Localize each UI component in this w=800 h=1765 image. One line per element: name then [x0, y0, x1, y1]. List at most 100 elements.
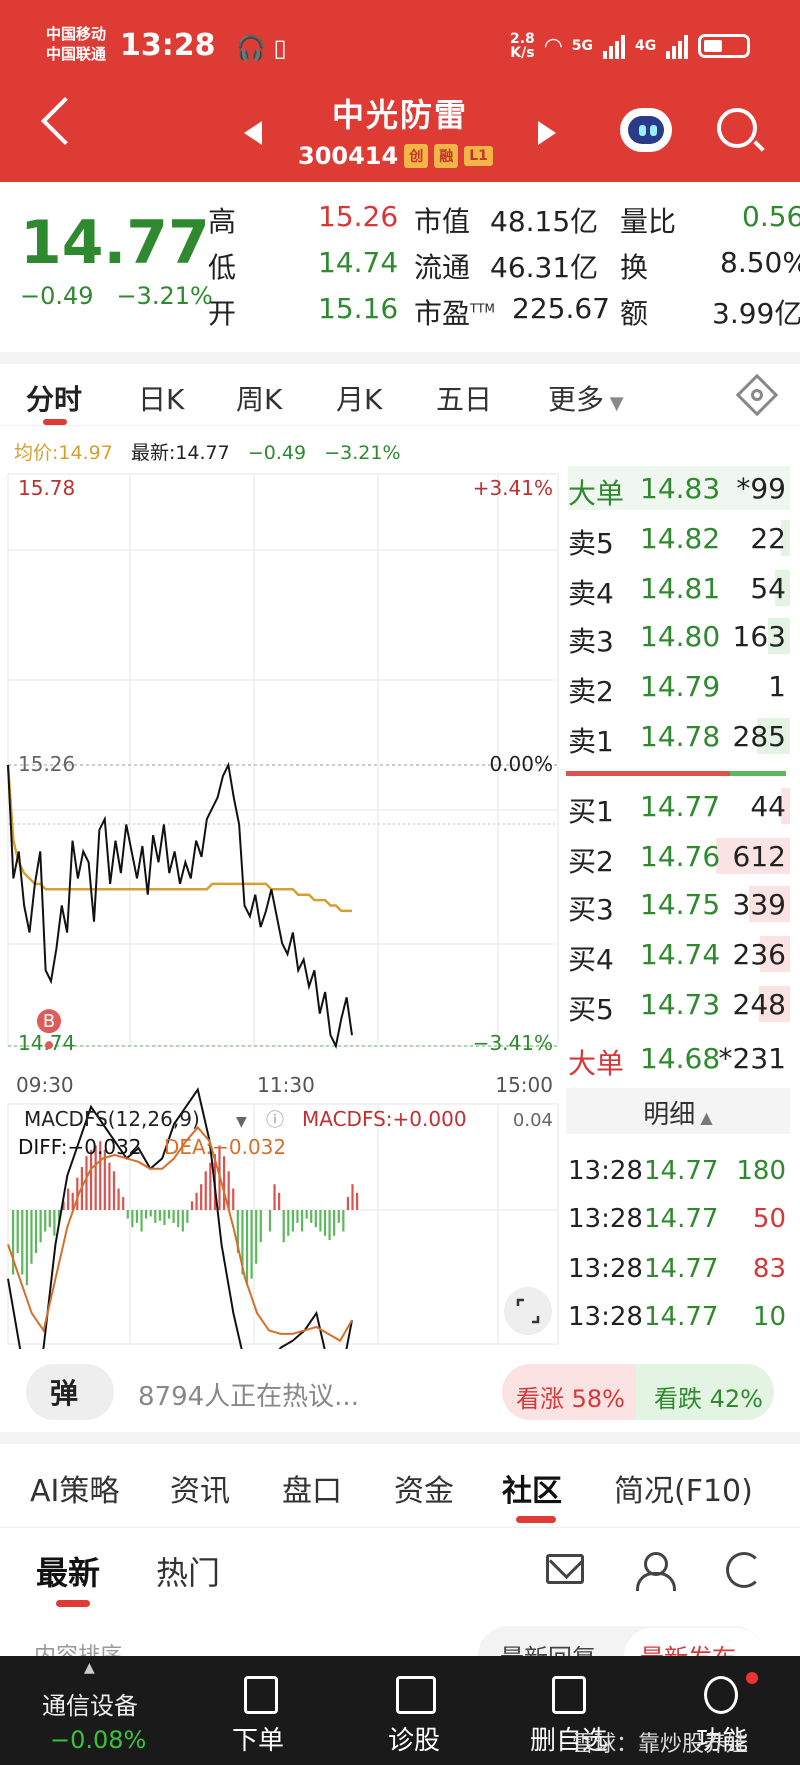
- ask-row[interactable]: 卖1 14.78 285: [568, 714, 790, 758]
- diff-line: [7, 1087, 353, 1349]
- vote-up-button[interactable]: 看涨 58%: [502, 1364, 636, 1420]
- ask-row[interactable]: 卖3 14.80 163: [568, 614, 790, 658]
- tab-news[interactable]: 资讯: [170, 1474, 230, 1509]
- diagnose-button[interactable]: 诊股: [388, 1726, 441, 1756]
- macd-dropdown-icon[interactable]: ▼: [236, 1114, 247, 1130]
- tab-latest[interactable]: 最新: [36, 1554, 101, 1592]
- status-icons: 2.8 K/s ◠ 5G 4G: [510, 28, 751, 64]
- stock-name: 中光防雷: [331, 96, 468, 134]
- bid-row[interactable]: 买3 14.75 339: [568, 882, 790, 926]
- intraday-chart[interactable]: 15.78 +3.41% 15.26 0.00% 14.74 −3.41% 09…: [0, 464, 562, 1349]
- macd-bar: [131, 1210, 134, 1228]
- sort-latest-reply[interactable]: 最新回复: [500, 1638, 596, 1656]
- back-icon[interactable]: [40, 96, 90, 146]
- ask-row[interactable]: 卖4 14.81 54: [568, 566, 790, 610]
- low-value: 14.74: [318, 246, 399, 279]
- orderbook-vol: *231: [718, 1042, 786, 1075]
- orderbook-vol: 44: [750, 790, 786, 823]
- detail-toggle[interactable]: 明细 ▲: [566, 1088, 790, 1134]
- ask-row[interactable]: 卖5 14.82 22: [568, 516, 790, 560]
- macd-bar: [278, 1192, 281, 1210]
- remove-watchlist-button[interactable]: 删自选: [530, 1726, 609, 1756]
- macd-bar: [154, 1210, 157, 1223]
- refresh-icon[interactable]: [726, 1552, 762, 1588]
- caret-up-icon: ▲: [695, 1108, 713, 1127]
- buy-marker[interactable]: B: [37, 1009, 61, 1050]
- orderbook-price: 14.74: [640, 938, 721, 971]
- macd-bar: [135, 1210, 139, 1223]
- tab-f10[interactable]: 简况(F10): [614, 1474, 753, 1509]
- section-tabs: AI策略 资讯 盘口 资金 社区 简况(F10): [0, 1444, 800, 1528]
- orderbook-label: 买2: [568, 845, 614, 878]
- wifi-icon: ◠: [544, 33, 562, 59]
- tab-ai-strategy[interactable]: AI策略: [30, 1474, 120, 1509]
- orderbook-price: 14.75: [640, 888, 721, 921]
- bid-row[interactable]: 买2 14.76 612: [568, 834, 790, 878]
- help-icon[interactable]: ⓘ: [266, 1110, 284, 1131]
- trade-t: 13:28: [568, 1254, 643, 1284]
- big-buy-row[interactable]: 大单 14.68 *231: [568, 1036, 790, 1080]
- macd-bar: [108, 1162, 111, 1210]
- macd-bar: [25, 1210, 28, 1286]
- macd-bar: [126, 1210, 129, 1219]
- bid-row[interactable]: 买4 14.74 236: [568, 932, 790, 976]
- tab-fiveday[interactable]: 五日: [436, 383, 493, 416]
- avg-price: 均价:14.97: [14, 442, 113, 464]
- bid-row[interactable]: 买5 14.73 248: [568, 982, 790, 1026]
- open-value: 15.16: [318, 292, 399, 325]
- tab-monthly[interactable]: 月K: [336, 383, 383, 416]
- macd-ytop: 0.04: [513, 1110, 553, 1131]
- search-icon[interactable]: [717, 108, 757, 148]
- caret-up-icon: ▲: [84, 1660, 95, 1676]
- danmaku-button[interactable]: 弹: [26, 1364, 114, 1420]
- macd-bar: [323, 1210, 327, 1236]
- industry-name[interactable]: 通信设备: [42, 1692, 138, 1720]
- macd-bar: [282, 1210, 285, 1243]
- orderbook-label: 卖1: [568, 725, 614, 758]
- tab-orderbook[interactable]: 盘口: [282, 1474, 342, 1509]
- divider: [0, 352, 800, 364]
- dea-line: [7, 1125, 353, 1343]
- trade-v: 50: [752, 1204, 786, 1234]
- big-sell-row[interactable]: 大单 14.83 *99: [568, 466, 790, 510]
- prev-stock-icon[interactable]: [244, 121, 262, 145]
- orderbook-label: 卖5: [568, 527, 614, 560]
- macd-bar: [122, 1197, 125, 1210]
- ai-robot-icon[interactable]: [620, 108, 672, 152]
- tab-daily[interactable]: 日K: [138, 383, 185, 416]
- macd-bar: [71, 1192, 74, 1210]
- orderbook-label: 买3: [568, 893, 614, 926]
- trade-v: 180: [736, 1156, 786, 1186]
- pct-top-label: +3.41%: [473, 476, 553, 500]
- macd-bar: [259, 1210, 262, 1243]
- tab-hot[interactable]: 热门: [156, 1554, 221, 1592]
- bid-row[interactable]: 买1 14.77 44: [568, 784, 790, 828]
- tab-more[interactable]: 更多 ▼: [548, 383, 624, 416]
- tab-weekly[interactable]: 周K: [236, 383, 283, 416]
- hot-discussion[interactable]: 8794人正在热议...: [138, 1382, 359, 1412]
- tab-community[interactable]: 社区: [502, 1474, 562, 1509]
- tab-capital[interactable]: 资金: [394, 1474, 454, 1509]
- ask-row[interactable]: 卖2 14.79 1: [568, 664, 790, 708]
- order-icon: [244, 1676, 278, 1714]
- user-icon[interactable]: [636, 1552, 676, 1591]
- macd-bar: [172, 1210, 175, 1223]
- mail-icon[interactable]: [546, 1554, 584, 1584]
- next-stock-icon[interactable]: [538, 121, 556, 145]
- orderbook-vol: 612: [732, 840, 786, 873]
- vote-down-button[interactable]: 看跌 42%: [636, 1364, 774, 1420]
- macd-bar: [67, 1188, 70, 1210]
- tab-intraday[interactable]: 分时: [26, 383, 83, 416]
- chevron-down-icon: ▼: [604, 393, 624, 414]
- orderbook-vol: 22: [750, 522, 786, 555]
- amount-value: 3.99亿: [712, 297, 800, 330]
- expand-icon[interactable]: [504, 1287, 552, 1335]
- trade-t: 13:28: [568, 1302, 643, 1332]
- macd-bar: [21, 1210, 24, 1275]
- order-button[interactable]: 下单: [232, 1726, 285, 1756]
- orderbook-vol: 248: [732, 988, 786, 1021]
- sort-latest-post[interactable]: 最新发布: [624, 1628, 764, 1656]
- orderbook-vol: 236: [732, 938, 786, 971]
- macd-bar: [346, 1197, 350, 1210]
- function-button[interactable]: 功能: [696, 1726, 749, 1756]
